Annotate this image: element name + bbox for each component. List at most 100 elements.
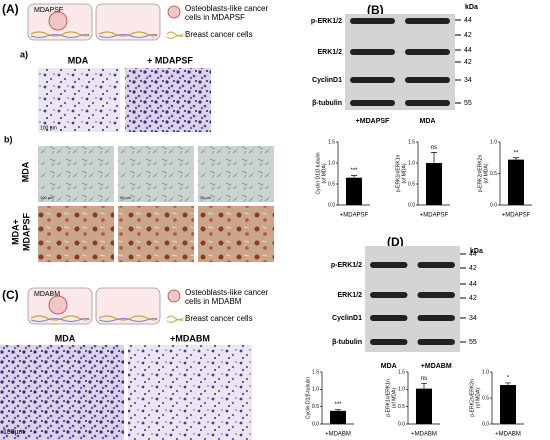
row-label: MDA [20, 161, 30, 182]
cell-layer [30, 315, 90, 321]
cell-layer [98, 318, 158, 322]
cell-layer [98, 31, 158, 37]
panel-label: (D) [387, 235, 404, 249]
y-tick-label: 0.5 [482, 395, 489, 401]
marker-label: 34 [469, 315, 477, 322]
subpanel-label: b) [4, 134, 13, 144]
osteo-cluster [48, 11, 68, 31]
y-tick-label: 0.0 [490, 202, 497, 208]
significance: * [507, 375, 510, 381]
legend-text: Osteoblasts-like cancer [185, 4, 268, 13]
y-tick-label: 1.5 [398, 369, 405, 375]
blot-row-label: β-tubulin [332, 339, 362, 346]
band [350, 77, 395, 83]
y-tick-label: 1.0 [408, 160, 415, 166]
scale-bar: 100 µm [40, 125, 57, 131]
row-label: MDAPSF [21, 212, 31, 251]
y-tick-label: 1.0 [482, 369, 489, 375]
bar [426, 163, 442, 205]
y-tick-label: 0.0 [398, 421, 405, 427]
scale-bar: 100µm [3, 429, 25, 436]
band [417, 315, 455, 321]
y-axis-label: (of MDA) [391, 388, 397, 408]
error-bar [505, 382, 511, 385]
band [417, 339, 455, 345]
column-label: +MDABM [170, 333, 210, 343]
band [350, 49, 395, 55]
y-axis-label: (of MDA) [321, 163, 327, 183]
y-tick-label: 1.0 [328, 160, 335, 166]
dish-label: MDABM [34, 291, 60, 298]
band [370, 315, 408, 321]
marker-label: 55 [469, 339, 477, 346]
error-bar [513, 157, 519, 160]
legend-icon [166, 315, 184, 323]
lane-label: +MDABM [421, 363, 452, 370]
bar [508, 159, 524, 205]
y-tick-label: 0.0 [482, 421, 489, 427]
panel-label: (C) [2, 288, 19, 302]
x-tick-label: +MDAPSF [420, 213, 449, 219]
marker-label: 44 [464, 47, 472, 54]
y-tick-label: 1.5 [328, 139, 335, 145]
bar [500, 385, 516, 424]
legend-icon [167, 289, 181, 303]
x-tick-label: +MDABM [325, 432, 351, 438]
y-axis-label: p-ERK1n/ERK1n [385, 379, 391, 417]
marker-label: 42 [464, 59, 472, 66]
x-tick-label: +MDAPSF [502, 213, 531, 219]
y-tick-label: 0.5 [408, 181, 415, 187]
significance: *** [334, 402, 342, 408]
panel-label: (A) [2, 2, 19, 16]
micrograph [125, 68, 211, 132]
legend-text: Breast cancer cells [185, 314, 253, 323]
error-bar [351, 175, 357, 178]
column-label: MDA [55, 333, 76, 343]
legend-text: Breast cancer cells [185, 30, 253, 39]
micrograph [118, 146, 194, 202]
cell-layer [30, 34, 90, 38]
scale-bar: 100 µm [40, 195, 54, 200]
micrograph [198, 206, 274, 262]
bar [416, 388, 432, 424]
blot [345, 14, 455, 110]
marker-label: 55 [464, 100, 472, 107]
cell-layer [30, 31, 90, 37]
legend-text: cells in MDABM [185, 297, 242, 306]
micrograph [128, 345, 252, 440]
legend-icon [166, 31, 184, 39]
lane-label: MDA [420, 118, 436, 125]
column-label: MDA [68, 55, 89, 65]
legend-text: cells in MDAPSF [185, 13, 245, 22]
y-axis-label: (of MDA) [483, 163, 489, 183]
band [405, 100, 450, 106]
cell-layer [98, 34, 158, 38]
significance: ns [431, 145, 437, 151]
y-tick-label: 1.5 [312, 369, 319, 375]
y-axis-label: p-ERK1n/ERK1n [395, 155, 401, 193]
x-tick-label: +MDABM [495, 432, 521, 438]
bar [330, 410, 346, 424]
cell-layer [98, 315, 158, 321]
band [405, 49, 450, 55]
row-label: MDA+ [10, 219, 20, 245]
blot-row-label: p-ERK1/2 [311, 18, 342, 25]
blot-unit: kDa [470, 248, 483, 255]
legend-icon [167, 5, 181, 19]
column-label: + MDAPSF [147, 55, 193, 65]
blot-row-label: ERK1/2 [337, 292, 362, 299]
y-tick-label: 0.5 [490, 171, 497, 177]
y-axis-label: Cyclin D1/β-tubulin [315, 152, 321, 194]
micrograph [198, 146, 274, 202]
marker-label: 34 [464, 77, 472, 84]
bar [346, 177, 362, 205]
legend-text: Osteoblasts-like cancer [185, 288, 268, 297]
error-bar [431, 152, 437, 163]
error-bar [335, 409, 341, 411]
lane-label: +MDAPSF [356, 118, 390, 125]
blot-row-label: β-tubulin [312, 100, 342, 107]
y-tick-label: 0.0 [328, 202, 335, 208]
y-tick-label: 1.0 [490, 139, 497, 145]
blot-row-label: CyclinD1 [312, 77, 342, 84]
